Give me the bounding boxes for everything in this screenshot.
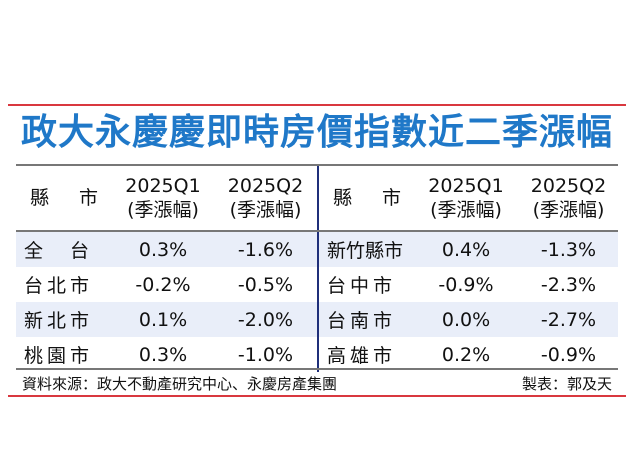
city-cell: 桃園市 bbox=[24, 345, 94, 367]
row-right: 高雄市 0.2% -0.9% bbox=[319, 337, 620, 372]
city-cell: 全 台 bbox=[24, 240, 94, 262]
header-city-a: 縣 bbox=[30, 187, 50, 209]
credit-note: 製表：郭及天 bbox=[521, 374, 612, 393]
q2-cell: -2.7% bbox=[540, 308, 597, 331]
table-row: 台北市 -0.2% -0.5% 台中市 -0.9% -2.3% bbox=[16, 267, 618, 302]
q2-cell: -0.5% bbox=[237, 273, 294, 296]
table-card: 政大永慶慶即時房價指數近二季漲幅 縣 市 2025Q1 (季漲幅) 2025Q2… bbox=[8, 104, 626, 398]
row-left: 新北市 0.1% -2.0% bbox=[16, 302, 319, 337]
source-note: 資料來源：政大不動產研究中心、永慶房產集團 bbox=[22, 374, 338, 393]
table-row: 新北市 0.1% -2.0% 台南市 0.0% -2.7% bbox=[16, 302, 618, 337]
header-q1-year: 2025Q1 bbox=[428, 175, 504, 197]
q2-cell: -2.3% bbox=[540, 273, 597, 296]
header-q1: 2025Q1 (季漲幅) bbox=[112, 166, 214, 230]
row-right: 台中市 -0.9% -2.3% bbox=[319, 267, 620, 302]
q1-cell: -0.9% bbox=[438, 273, 494, 296]
header-q1-year: 2025Q1 bbox=[125, 175, 201, 197]
header-city: 縣 市 bbox=[319, 166, 415, 230]
q2-cell: -1.3% bbox=[540, 238, 597, 261]
header-left: 縣 市 2025Q1 (季漲幅) 2025Q2 (季漲幅) bbox=[16, 166, 319, 230]
q2-cell: -2.0% bbox=[237, 308, 294, 331]
q1-cell: -0.2% bbox=[135, 273, 191, 296]
row-right: 新竹縣市 0.4% -1.3% bbox=[319, 232, 620, 267]
q1-cell: 0.1% bbox=[138, 308, 188, 331]
header-q2-sub: (季漲幅) bbox=[532, 199, 605, 221]
q1-cell: 0.4% bbox=[441, 238, 491, 261]
header-q2-year: 2025Q2 bbox=[530, 175, 607, 197]
header-q1-sub: (季漲幅) bbox=[430, 199, 502, 221]
q1-cell: 0.0% bbox=[441, 308, 491, 331]
header-q1-sub: (季漲幅) bbox=[127, 199, 199, 221]
city-cell: 新竹縣市 bbox=[327, 240, 404, 262]
city-cell: 台中市 bbox=[327, 275, 397, 297]
header-city: 縣 市 bbox=[16, 166, 112, 230]
table-row: 桃園市 0.3% -1.0% 高雄市 0.2% -0.9% bbox=[16, 337, 618, 372]
header-q1: 2025Q1 (季漲幅) bbox=[415, 166, 517, 230]
city-cell: 新北市 bbox=[24, 310, 94, 332]
city-cell: 台北市 bbox=[24, 275, 94, 297]
q2-cell: -1.6% bbox=[237, 238, 294, 261]
header-q2: 2025Q2 (季漲幅) bbox=[214, 166, 317, 230]
table-footer: 資料來源：政大不動產研究中心、永慶房產集團 製表：郭及天 bbox=[16, 368, 618, 396]
table-row: 全 台 0.3% -1.6% 新竹縣市 0.4% -1.3% bbox=[16, 232, 618, 267]
row-right: 台南市 0.0% -2.7% bbox=[319, 302, 620, 337]
row-left: 台北市 -0.2% -0.5% bbox=[16, 267, 319, 302]
header-q2-sub: (季漲幅) bbox=[229, 199, 302, 221]
city-cell: 高雄市 bbox=[327, 345, 397, 367]
q2-cell: -1.0% bbox=[237, 343, 294, 366]
price-index-table: 縣 市 2025Q1 (季漲幅) 2025Q2 (季漲幅) 縣 市 bbox=[16, 164, 618, 372]
q1-cell: 0.2% bbox=[441, 343, 491, 366]
row-left: 桃園市 0.3% -1.0% bbox=[16, 337, 319, 372]
header-city-a: 縣 bbox=[333, 187, 353, 209]
table-header: 縣 市 2025Q1 (季漲幅) 2025Q2 (季漲幅) 縣 市 bbox=[16, 164, 618, 232]
header-city-b: 市 bbox=[78, 187, 98, 209]
q1-cell: 0.3% bbox=[138, 343, 188, 366]
bottom-rule bbox=[8, 395, 626, 397]
city-cell: 台南市 bbox=[327, 310, 397, 332]
q1-cell: 0.3% bbox=[138, 238, 188, 261]
row-left: 全 台 0.3% -1.6% bbox=[16, 232, 319, 267]
header-right: 縣 市 2025Q1 (季漲幅) 2025Q2 (季漲幅) bbox=[319, 166, 620, 230]
table-title: 政大永慶慶即時房價指數近二季漲幅 bbox=[20, 112, 613, 153]
header-city-b: 市 bbox=[381, 187, 401, 209]
q2-cell: -0.9% bbox=[540, 343, 597, 366]
header-q2: 2025Q2 (季漲幅) bbox=[517, 166, 620, 230]
header-q2-year: 2025Q2 bbox=[227, 175, 304, 197]
